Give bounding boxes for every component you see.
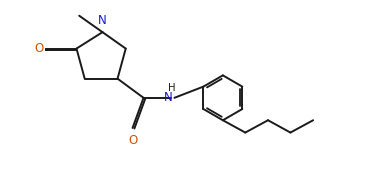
Text: N: N xyxy=(98,14,107,27)
Text: N: N xyxy=(164,91,172,104)
Text: H: H xyxy=(169,83,176,93)
Text: O: O xyxy=(34,42,44,55)
Text: O: O xyxy=(128,134,137,147)
